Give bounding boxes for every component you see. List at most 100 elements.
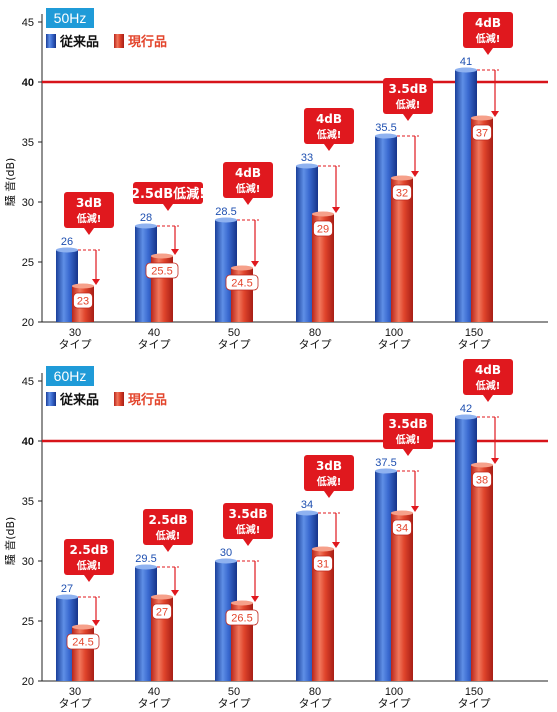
callout-amount: 4dB: [475, 363, 501, 377]
bar-current: [391, 513, 413, 681]
x-tick-sublabel: タイプ: [59, 338, 92, 351]
bar-top-current: [72, 624, 94, 630]
x-tick-label: 150: [465, 327, 483, 339]
legend-swatch-conventional: [46, 34, 56, 48]
bar-current: [471, 465, 493, 681]
value-label-current: 25.5: [151, 266, 172, 278]
bar-top-conventional: [135, 223, 157, 229]
reduction-arrow-head: [411, 171, 419, 177]
value-box-current: [145, 262, 179, 279]
bar-top-current: [391, 510, 413, 516]
callout-amount: 3.5dB: [389, 417, 428, 431]
value-box-current: [152, 603, 172, 620]
value-label-current: 32: [396, 188, 408, 200]
callout-amount: 3dB: [76, 196, 102, 210]
callout-amount: 3.5dB: [229, 507, 268, 521]
bar-top-current: [312, 546, 334, 552]
frequency-badge-label: 60Hz: [54, 368, 87, 384]
y-tick-label: 20: [22, 676, 34, 688]
legend-label-conventional: 従来品: [59, 34, 99, 50]
value-box-current: [66, 633, 100, 650]
x-tick-sublabel: タイプ: [299, 697, 332, 710]
legend-label-current: 現行品: [128, 392, 167, 408]
value-box-current: [73, 292, 93, 309]
reduction-callout-pointer: [243, 539, 253, 546]
bar-top-conventional: [455, 414, 477, 420]
value-label-current: 37: [476, 128, 488, 140]
reduction-callout-pointer: [483, 395, 493, 402]
value-label-conventional: 41: [460, 56, 472, 68]
value-box-current: [392, 519, 412, 536]
value-label-conventional: 33: [301, 152, 313, 164]
x-tick-sublabel: タイプ: [138, 697, 171, 710]
value-label-current: 29: [317, 224, 329, 236]
bar-current: [312, 549, 334, 681]
reduction-callout: [383, 78, 433, 114]
x-tick-label: 30: [69, 686, 81, 698]
y-axis-label: 騒 音(dB): [3, 158, 17, 207]
value-box-current: [225, 274, 259, 291]
value-label-conventional: 30: [220, 547, 232, 559]
callout-text: 低減!: [235, 523, 261, 536]
callout-amount: 4dB: [235, 166, 261, 180]
reduction-callout: [64, 192, 114, 228]
x-tick-label: 40: [148, 327, 160, 339]
value-label-conventional: 28: [140, 212, 152, 224]
reduction-arrow-head: [491, 458, 499, 464]
reduction-callout: [143, 509, 193, 545]
y-axis-label: 騒 音(dB): [3, 517, 17, 566]
y-tick-label: 40: [22, 77, 34, 89]
bar-top-conventional: [56, 247, 78, 253]
reduction-arrow-head: [332, 542, 340, 548]
legend-swatch-current: [114, 34, 124, 48]
x-tick-label: 100: [385, 327, 403, 339]
x-tick-sublabel: タイプ: [378, 338, 411, 351]
callout-text: 2.5dB低減!: [131, 186, 205, 202]
x-tick-sublabel: タイプ: [378, 697, 411, 710]
bar-top-current: [231, 600, 253, 606]
value-label-conventional: 28.5: [215, 206, 236, 218]
y-tick-label: 20: [22, 317, 34, 329]
value-box-current: [472, 124, 492, 141]
bar-current: [471, 118, 493, 322]
x-tick-sublabel: タイプ: [299, 338, 332, 351]
reduction-callout-pointer: [403, 114, 413, 121]
bar-top-current: [471, 115, 493, 121]
reduction-callout: [463, 359, 513, 395]
bar-top-current: [312, 211, 334, 217]
bar-top-conventional: [296, 163, 318, 169]
bar-top-conventional: [455, 67, 477, 73]
reduction-callout: [463, 12, 513, 48]
y-tick-label: 25: [22, 257, 34, 269]
x-tick-sublabel: タイプ: [218, 697, 251, 710]
reduction-arrow-head: [171, 249, 179, 255]
value-label-conventional: 27: [61, 583, 73, 595]
x-tick-label: 100: [385, 686, 403, 698]
x-tick-sublabel: タイプ: [59, 697, 92, 710]
bar-top-conventional: [215, 558, 237, 564]
legend-label-current: 現行品: [128, 34, 167, 50]
reduction-arrow-head: [171, 590, 179, 596]
reduction-callout: [64, 539, 114, 575]
x-tick-sublabel: タイプ: [218, 338, 251, 351]
bar-top-current: [151, 594, 173, 600]
bar-top-current: [151, 253, 173, 259]
callout-amount: 3dB: [316, 459, 342, 473]
callout-amount: 4dB: [316, 112, 342, 126]
frequency-badge-label: 50Hz: [54, 10, 87, 26]
legend-swatch-conventional: [46, 392, 56, 406]
reduction-callout-pointer: [163, 204, 173, 211]
value-box-current: [392, 184, 412, 201]
legend-swatch-current: [114, 392, 124, 406]
callout-amount: 2.5dB: [149, 513, 188, 527]
callout-text: 低減!: [395, 433, 421, 446]
value-label-current: 34: [396, 523, 408, 535]
y-tick-label: 25: [22, 616, 34, 628]
bar-top-conventional: [296, 510, 318, 516]
reduction-callout: [304, 455, 354, 491]
y-tick-label: 45: [22, 376, 34, 388]
bar-top-current: [391, 175, 413, 181]
bar-top-conventional: [375, 468, 397, 474]
value-label-current: 27: [156, 607, 168, 619]
